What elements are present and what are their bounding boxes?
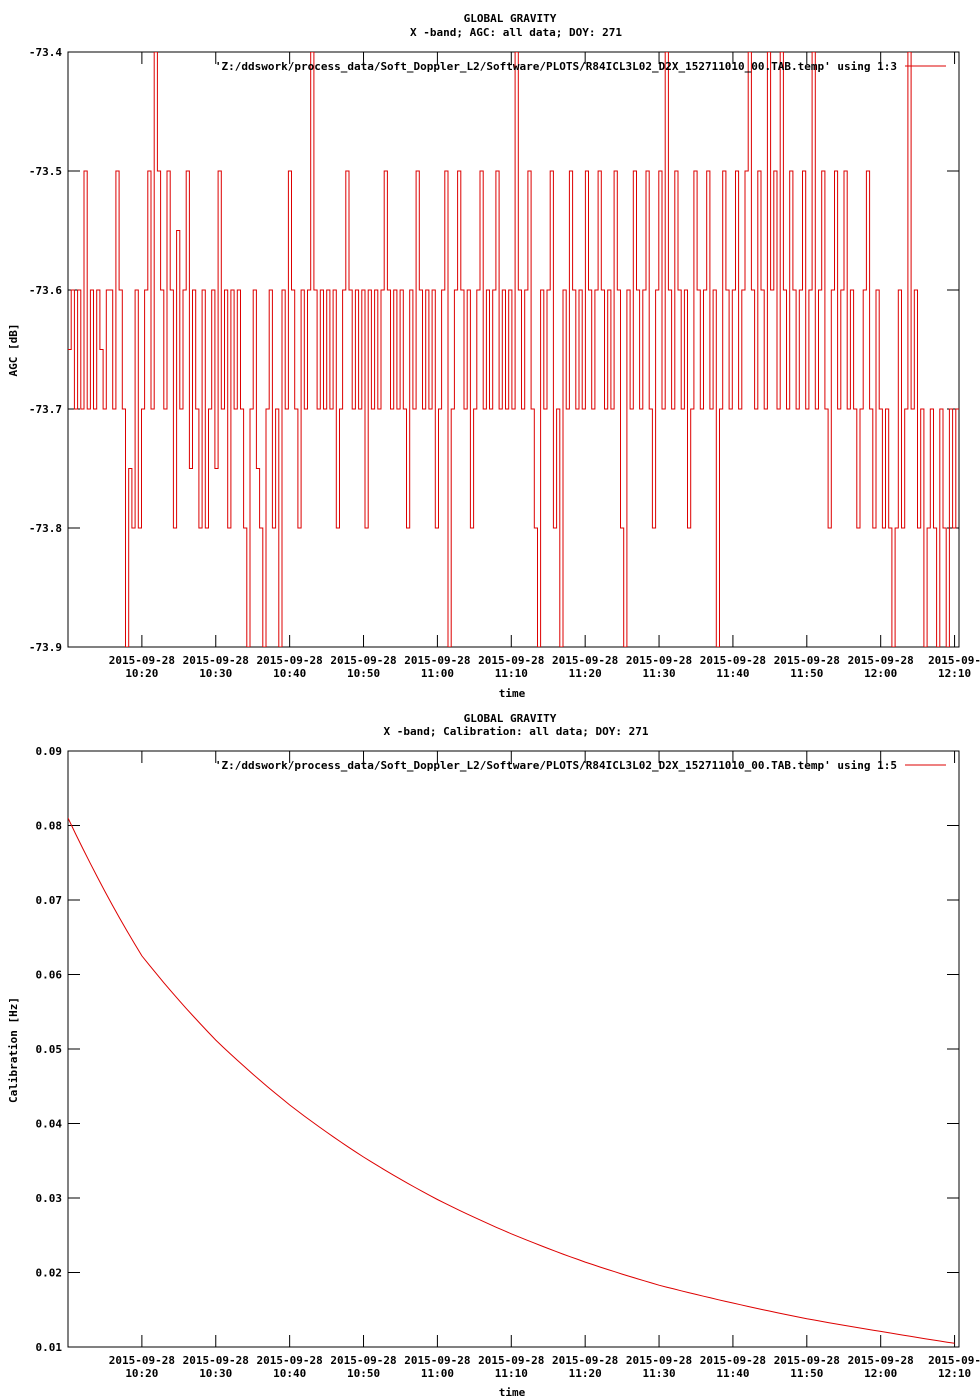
calibration-x-tick-date: 2015-09-28 — [183, 1354, 249, 1367]
agc-x-tick-date: 2015-09-28 — [700, 654, 766, 667]
calibration-x-tick-date: 2015-09-28 — [109, 1354, 175, 1367]
calibration-x-tick-date: 2015-09- — [928, 1354, 980, 1367]
agc-x-tick-time: 10:40 — [273, 667, 306, 680]
calibration-series-line — [68, 817, 955, 1344]
agc-chart-title: GLOBAL GRAVITY — [464, 12, 557, 25]
calibration-y-tick-label: 0.03 — [36, 1192, 63, 1205]
agc-x-tick-time: 10:30 — [199, 667, 232, 680]
calibration-x-tick-time: 10:20 — [125, 1367, 158, 1380]
calibration-y-tick-label: 0.07 — [36, 894, 63, 907]
calibration-y-tick-label: 0.08 — [36, 820, 63, 833]
agc-x-tick-date: 2015-09-28 — [183, 654, 249, 667]
agc-x-tick-date: 2015-09-28 — [774, 654, 840, 667]
calibration-y-tick-label: 0.09 — [36, 745, 63, 758]
calibration-x-tick-date: 2015-09-28 — [848, 1354, 914, 1367]
agc-x-tick-date: 2015-09-28 — [330, 654, 396, 667]
calibration-y-tick-label: 0.05 — [36, 1043, 63, 1056]
calibration-plot-frame — [67, 750, 960, 1348]
calibration-x-tick-time: 10:40 — [273, 1367, 306, 1380]
agc-x-tick-time: 12:00 — [864, 667, 897, 680]
calibration-x-axis-label: time — [499, 1386, 526, 1399]
agc-x-tick-date: 2015-09-28 — [626, 654, 692, 667]
calibration-x-tick-date: 2015-09-28 — [330, 1354, 396, 1367]
agc-x-tick-time: 10:50 — [347, 667, 380, 680]
calibration-x-tick-date: 2015-09-28 — [478, 1354, 544, 1367]
agc-x-tick-time: 10:20 — [125, 667, 158, 680]
calibration-x-tick-time: 10:30 — [199, 1367, 232, 1380]
calibration-chart-subtitle: X -band; Calibration: all data; DOY: 271 — [384, 725, 649, 738]
agc-x-tick-date: 2015-09-28 — [109, 654, 175, 667]
agc-x-tick-date: 2015-09-28 — [478, 654, 544, 667]
agc-chart: GLOBAL GRAVITY X -band; AGC: all data; D… — [7, 12, 980, 700]
agc-y-tick-label: -73.6 — [29, 284, 62, 297]
calibration-x-tick-date: 2015-09-28 — [700, 1354, 766, 1367]
agc-y-tick-label: -73.9 — [29, 641, 62, 654]
agc-x-tick-date: 2015-09- — [928, 654, 980, 667]
calibration-y-tick-label: 0.04 — [36, 1118, 63, 1131]
calibration-y-axis-label: Calibration [Hz] — [7, 997, 20, 1103]
agc-x-tick-date: 2015-09-28 — [848, 654, 914, 667]
calibration-x-tick-date: 2015-09-28 — [626, 1354, 692, 1367]
calibration-x-tick-time: 11:20 — [569, 1367, 602, 1380]
agc-y-tick-label: -73.5 — [29, 165, 62, 178]
agc-y-tick-label: -73.4 — [29, 46, 62, 59]
calibration-x-tick-date: 2015-09-28 — [774, 1354, 840, 1367]
agc-x-tick-time: 11:00 — [421, 667, 454, 680]
agc-x-axis-label: time — [499, 687, 526, 700]
calibration-x-tick-time: 12:10 — [938, 1367, 971, 1380]
calibration-x-tick-time: 11:00 — [421, 1367, 454, 1380]
agc-x-tick-time: 11:10 — [495, 667, 528, 680]
calibration-chart: GLOBAL GRAVITY X -band; Calibration: all… — [7, 712, 980, 1399]
calibration-plot-area: 0.09 0.08 0.07 0.06 0.05 0.04 0.03 0.02 0.01 2015… — [36, 745, 980, 1380]
calibration-y-tick-label: 0.01 — [36, 1341, 63, 1354]
agc-x-tick-date: 2015-09-28 — [552, 654, 618, 667]
agc-y-axis-label: AGC [dB] — [7, 324, 20, 377]
agc-x-tick-time: 11:20 — [569, 667, 602, 680]
agc-x-tick-time: 11:50 — [790, 667, 823, 680]
calibration-chart-title: GLOBAL GRAVITY — [464, 712, 557, 725]
agc-plot-area: -73.4 -73.5 -73.6 -73.7 -73.8 -73.9 2015-09-28… — [29, 46, 980, 680]
agc-y-tick-label: -73.8 — [29, 522, 62, 535]
calibration-x-tick-date: 2015-09-28 — [257, 1354, 323, 1367]
agc-x-tick-time: 12:10 — [938, 667, 971, 680]
agc-x-tick-time: 11:30 — [642, 667, 675, 680]
calibration-x-tick-date: 2015-09-28 — [552, 1354, 618, 1367]
calibration-x-tick-time: 11:40 — [716, 1367, 749, 1380]
agc-chart-subtitle: X -band; AGC: all data; DOY: 271 — [410, 26, 622, 39]
calibration-x-tick-time: 11:50 — [790, 1367, 823, 1380]
agc-legend-label: 'Z:/ddswork/process_data/Soft_Doppler_L2… — [215, 60, 897, 73]
agc-x-tick-date: 2015-09-28 — [257, 654, 323, 667]
calibration-legend-label: 'Z:/ddswork/process_data/Soft_Doppler_L2… — [215, 759, 897, 772]
agc-x-tick-time: 11:40 — [716, 667, 749, 680]
calibration-x-tick-time: 11:10 — [495, 1367, 528, 1380]
calibration-x-tick-time: 10:50 — [347, 1367, 380, 1380]
agc-series-line — [68, 52, 959, 647]
calibration-x-tick-time: 11:30 — [642, 1367, 675, 1380]
calibration-x-tick-date: 2015-09-28 — [404, 1354, 470, 1367]
calibration-x-tick-time: 12:00 — [864, 1367, 897, 1380]
calibration-y-tick-label: 0.02 — [36, 1267, 63, 1280]
agc-y-tick-label: -73.7 — [29, 403, 62, 416]
agc-x-tick-date: 2015-09-28 — [404, 654, 470, 667]
calibration-y-tick-label: 0.06 — [36, 969, 63, 982]
